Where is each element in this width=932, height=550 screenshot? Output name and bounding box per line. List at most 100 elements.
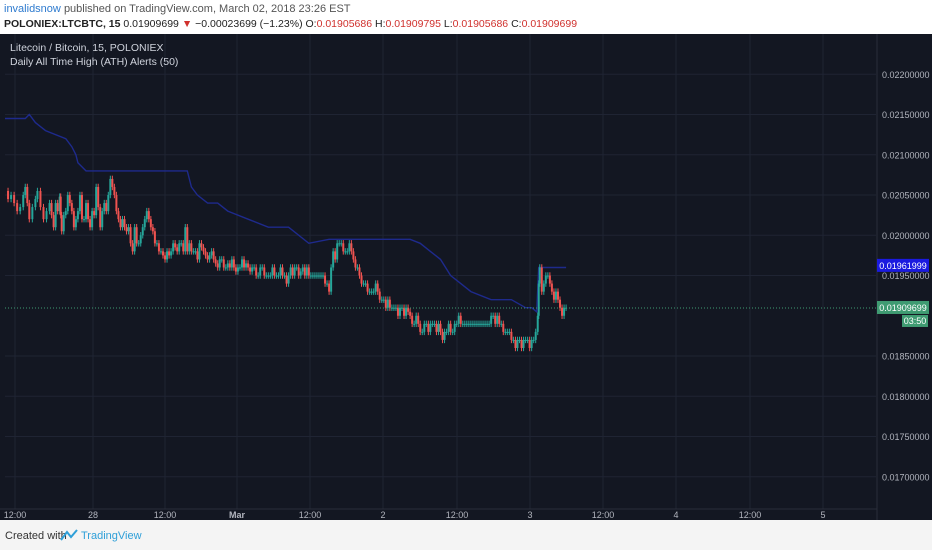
candle-body [471, 323, 474, 325]
candle-body [26, 186, 29, 204]
candle-body [161, 251, 164, 256]
candle-body [524, 339, 527, 341]
candle-body [326, 283, 329, 285]
x-tick-label: 3 [527, 510, 532, 520]
x-tick-label: 4 [673, 510, 678, 520]
candle-body [24, 186, 27, 196]
candle-body [279, 267, 282, 276]
high-value: 0.01909795 [385, 18, 441, 30]
candle-body [263, 267, 266, 276]
candle-body [315, 275, 318, 277]
candle-body [552, 291, 555, 300]
candle-body [350, 243, 353, 252]
candle-body [265, 275, 268, 277]
candle-body [261, 267, 264, 269]
candle-body [56, 203, 59, 212]
candle-body [518, 339, 521, 341]
candle-body [245, 263, 248, 268]
candle-body [224, 267, 227, 269]
candle-body [269, 275, 272, 277]
candle-body [413, 323, 416, 325]
countdown-badge [902, 314, 928, 327]
candle-body [461, 323, 464, 325]
candle-body [34, 199, 37, 208]
candle-body [99, 207, 102, 228]
candle-body [28, 203, 31, 220]
candle-body [222, 259, 225, 268]
candle-body [340, 243, 343, 245]
candle-body [184, 227, 187, 252]
candle-body [267, 275, 270, 277]
candle-body [425, 323, 428, 325]
candle-body [536, 315, 539, 332]
candle-body [22, 195, 25, 208]
last-price-badge [877, 300, 929, 314]
candle-body [168, 251, 171, 256]
candle-body [392, 307, 395, 309]
open-label: O: [305, 18, 317, 30]
candle-body [151, 227, 154, 232]
candle-body [443, 331, 446, 340]
candle-body [319, 275, 322, 277]
candle-body [546, 275, 549, 277]
candle-body [255, 267, 258, 276]
countdown-label: 03:50 [904, 316, 927, 326]
ath-price-label: 0.01961999 [879, 261, 927, 271]
candle-body [137, 243, 140, 245]
candle-body [70, 203, 73, 212]
candle-body [486, 323, 489, 325]
candle-body [19, 207, 22, 212]
candle-body [180, 243, 183, 245]
candle-body [121, 219, 124, 228]
candle-body [287, 275, 290, 284]
tradingview-brand[interactable]: TradingView [81, 530, 142, 542]
chart-area[interactable]: 0.02200000 0.02150000 0.02100000 0.02050000… [0, 34, 932, 520]
candle-body [554, 291, 557, 300]
candle-body [419, 323, 422, 332]
candle-body [218, 259, 221, 268]
candle-body [348, 243, 351, 252]
indicator-legend[interactable]: Daily All Time High (ATH) Alerts (50) [10, 56, 179, 68]
candle-body [453, 323, 456, 332]
candle-body [354, 259, 357, 268]
candle-body [204, 251, 207, 256]
candle-body [537, 283, 540, 316]
low-label: L: [443, 18, 453, 30]
candle-body [490, 315, 493, 324]
candle-body [271, 267, 274, 276]
candle-body [103, 203, 106, 212]
candle-body [131, 243, 134, 252]
candle-body [277, 275, 280, 277]
candle-body [390, 307, 393, 309]
candle-body [417, 315, 420, 324]
candle-body [364, 283, 367, 285]
candle-body [281, 267, 284, 276]
candle-body [202, 247, 205, 252]
candle-body [45, 211, 48, 220]
price-chart[interactable]: 0.02200000 0.02150000 0.02100000 0.02050000… [0, 34, 932, 520]
candle-body [293, 267, 296, 276]
close-value: 0.01909699 [521, 18, 578, 30]
candle-body [60, 215, 63, 232]
candle-body [561, 307, 564, 316]
publish-header: invalidsnow published on TradingView.com… [0, 0, 932, 34]
candle-body [240, 259, 243, 268]
candle-body [107, 195, 110, 212]
candle-body [230, 259, 233, 268]
candle-body [532, 339, 535, 341]
author-link[interactable]: invalidsnow [4, 3, 61, 15]
candle-body [459, 315, 462, 324]
candle-body [334, 251, 337, 260]
candle-body [500, 323, 503, 325]
candle-body [510, 331, 513, 340]
x-tick-label: 12:00 [446, 510, 469, 520]
x-tick-label: 12:00 [4, 510, 27, 520]
candle-body [332, 251, 335, 268]
candle-body [362, 283, 365, 285]
symbol-label: POLONIEX:LTCBTC, 15 [4, 18, 121, 30]
candle-body [125, 227, 128, 232]
candle-body [473, 323, 476, 325]
candle-body [174, 243, 177, 248]
candle-body [409, 311, 412, 316]
candle-body [445, 331, 448, 333]
